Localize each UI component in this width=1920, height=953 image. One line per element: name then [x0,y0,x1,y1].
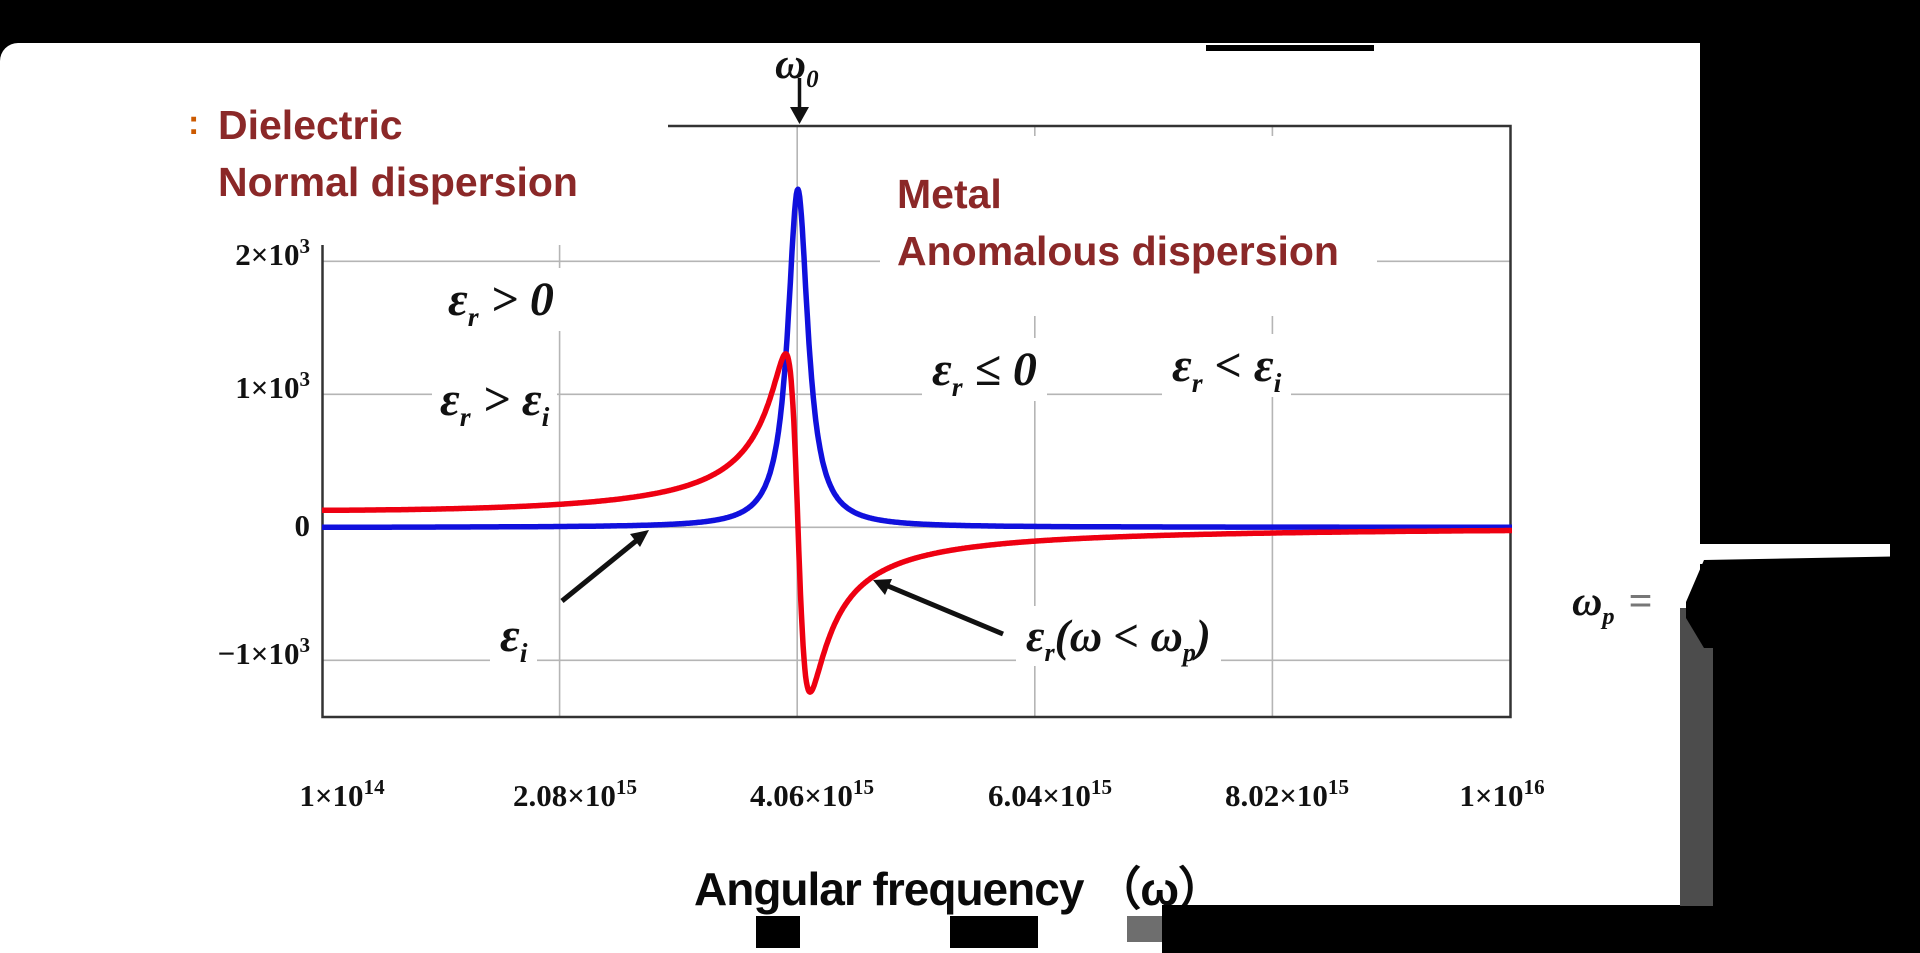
y-tick-0: 0 [294,508,311,543]
x-tick-1e16: 1×1016 [1459,775,1545,813]
redacted-equation-blob [1686,556,1920,648]
y-tick-2e3: 2×103 [235,234,310,272]
epsilon-i-arrow [560,530,649,603]
region-label-dielectric-line2: Normal dispersion [218,159,578,205]
top-black-band [0,0,1920,43]
x-tick-2p08e15: 2.08×1015 [513,775,637,813]
x-tick-8p02e15: 8.02×1015 [1225,775,1349,813]
x-tick-1e14: 1×1014 [299,775,385,813]
orange-colon-artifact: : [188,104,200,142]
x-tick-4p06e15: 4.06×1015 [750,775,874,813]
region-label-metal-line1: Metal [897,171,1002,217]
annotation-eps-i-pointer: εi [490,606,538,669]
gray-vertical-bar [1680,608,1713,906]
mask-block-2 [950,916,1038,948]
epsilon-r-arrow [873,579,1004,637]
y-tick-neg1e3: −1×103 [217,633,310,671]
annotation-eps-r-pointer: εr(ω < ωp) [1016,606,1221,667]
annotation-eps-r-le-zero: εr ≤ 0 [922,338,1047,403]
top-right-line [1206,45,1374,51]
omega0-arrow [790,78,809,124]
annotation-eps-r-positive: εr > 0 [440,268,562,333]
y-tick-1e3: 1×103 [235,367,310,405]
x-axis-title: Angular frequency （ω） [694,863,1224,915]
mask-block-gray [1127,916,1164,942]
omega0-label: ω0 [775,41,819,94]
region-label-metal-line2: Anomalous dispersion [897,228,1339,274]
epsilon-i-curve [320,186,1514,531]
annotation-eps-r-gt-eps-i: εr > εi [432,368,558,433]
region-label-dielectric: Dielectric Normal dispersion [160,70,668,245]
bottom-right-mask [1162,905,1920,953]
mask-block-1 [756,916,800,948]
x-tick-6p04e15: 6.04×1015 [988,775,1112,813]
epsilon-r-curve [320,351,1514,695]
region-label-dielectric-line1: Dielectric [218,102,403,148]
region-label-metal: Metal Anomalous dispersion [880,136,1377,316]
plot-frame [321,124,1512,719]
omega-p-label: ωp = [1572,579,1653,631]
annotation-eps-r-lt-eps-i: εr < εi [1162,334,1292,399]
